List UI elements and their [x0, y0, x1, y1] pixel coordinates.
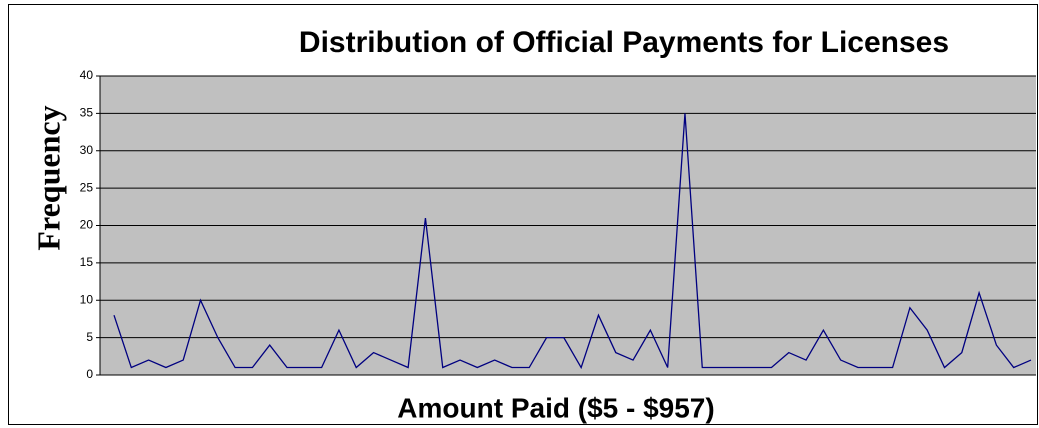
x-axis-label: Amount Paid ($5 - $957) — [397, 392, 714, 423]
y-tick-label: 20 — [80, 218, 94, 232]
y-tick-label: 40 — [80, 68, 94, 82]
chart-title: Distribution of Official Payments for Li… — [299, 26, 949, 59]
y-tick-label: 35 — [80, 106, 94, 120]
plot-area: 0 5 10 15 20 25 30 35 40 — [80, 68, 1036, 381]
y-axis-label: Frequency — [30, 105, 66, 250]
data-line — [113, 113, 1032, 370]
y-tick-label: 0 — [86, 367, 93, 381]
y-tick-label: 5 — [86, 330, 93, 344]
y-tick-label: 15 — [80, 255, 94, 269]
y-tick-label: 25 — [80, 180, 94, 194]
y-tick-label: 10 — [80, 292, 94, 306]
y-tick-label: 30 — [80, 143, 94, 157]
